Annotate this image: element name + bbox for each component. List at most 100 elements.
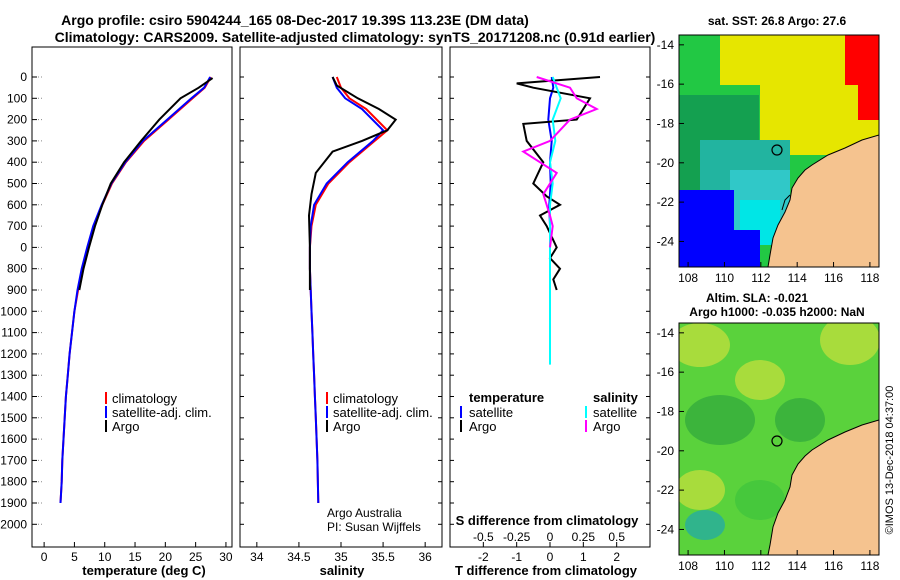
depth-tick-label: 700 xyxy=(7,219,27,233)
sla-map-title1: Altim. SLA: -0.021 xyxy=(706,291,808,305)
longitude-tick-label: 108 xyxy=(678,559,698,573)
sla-map-frame xyxy=(678,322,880,556)
salinity-tick-label: 34.5 xyxy=(287,550,311,564)
longitude-tick-label: 108 xyxy=(678,271,698,285)
depth-tick-label: 800 xyxy=(7,262,27,276)
difference-depth-ticks xyxy=(450,76,650,525)
salinity-tick-label: 35 xyxy=(334,550,348,564)
sla-field xyxy=(679,323,879,555)
longitude-tick-label: 116 xyxy=(824,271,843,285)
salinity-axis: 34 34.5 35 35.5 36 xyxy=(250,542,432,564)
longitude-tick-label: 110 xyxy=(715,271,734,285)
legend-salinity-title: salinity xyxy=(593,390,639,405)
difference-legend: temperature satellite Argo salinity sate… xyxy=(460,390,639,434)
depth-tick-label: 1600 xyxy=(0,432,27,446)
latitude-tick-label: -22 xyxy=(657,483,675,497)
legend-temperature-title: temperature xyxy=(469,390,544,405)
t-difference-tick-label: -1 xyxy=(511,550,522,564)
legend-t-satellite-label: satellite xyxy=(469,405,513,420)
t-difference-tick-label: 1 xyxy=(580,550,587,564)
legend-satellite-label: satellite-adj. clim. xyxy=(112,405,212,420)
longitude-tick-label: 112 xyxy=(751,271,770,285)
sst-map-axes: 108 110 112 114 116 118 -14 -16 -18 -20 -22 -24 xyxy=(657,38,880,285)
depth-tick-label: 1900 xyxy=(0,496,27,510)
latitude-tick-label: -22 xyxy=(657,195,675,209)
series-line-s-argo xyxy=(521,76,600,248)
s-difference-tick-label: 0 xyxy=(547,530,554,544)
legend-climatology-label: climatology xyxy=(333,391,399,406)
australia-land xyxy=(767,419,879,555)
longitude-tick-label: 118 xyxy=(860,559,879,573)
sst-map-title: sat. SST: 26.8 Argo: 27.6 xyxy=(708,14,847,28)
t-difference-axis: -2 -1 0 1 2 xyxy=(478,542,620,564)
legend-argo-label: Argo xyxy=(333,419,360,434)
temperature-tick-label: 20 xyxy=(159,550,173,564)
legend-satellite-label: satellite-adj. clim. xyxy=(333,405,433,420)
longitude-tick-label: 114 xyxy=(788,271,807,285)
t-difference-tick-label: 2 xyxy=(613,550,620,564)
temperature-plot-frame xyxy=(31,46,233,548)
salinity-depth-ticks xyxy=(240,76,442,525)
temperature-tick-label: 30 xyxy=(219,550,233,564)
latitude-tick-label: -18 xyxy=(657,116,675,130)
salinity-tick-label: 34 xyxy=(250,550,264,564)
difference-series xyxy=(516,76,601,365)
legend-argo-label: Argo xyxy=(112,419,139,434)
temperature-axis: 0 5 10 15 20 25 30 xyxy=(41,542,233,564)
s-difference-axis: -0.5 -0.25 0 0.25 0.5 xyxy=(473,530,625,544)
depth-tick-label: 400 xyxy=(7,155,27,169)
longitude-tick-label: 112 xyxy=(751,559,770,573)
depth-tick-label: 1100 xyxy=(1,326,27,340)
depth-tick-label: 600 xyxy=(7,198,27,212)
legend-s-satellite-label: satellite xyxy=(593,405,637,420)
credit-pi-name: PI: Susan Wijffels xyxy=(327,520,421,534)
argo-location-marker xyxy=(771,144,783,156)
longitude-tick-label: 118 xyxy=(860,271,879,285)
figure-title-line2: Climatology: CARS2009. Satellite-adjuste… xyxy=(55,29,656,45)
depth-tick-label: 1000 xyxy=(0,304,27,318)
latitude-tick-label: -14 xyxy=(657,326,675,340)
depth-tick-label: 0 xyxy=(20,240,27,254)
s-difference-tick-label: 0.25 xyxy=(572,530,596,544)
latitude-tick-label: -14 xyxy=(657,38,675,52)
imos-credit: ©IMOS 13-Dec-2018 04:37:00 xyxy=(884,386,896,535)
longitude-tick-label: 110 xyxy=(715,559,734,573)
salinity-panel: 34 34.5 35 35.5 36 salinity climatology sate… xyxy=(239,46,443,578)
salinity-plot-frame xyxy=(239,46,443,548)
series-line-climatology xyxy=(59,76,212,504)
depth-tick-label: 1200 xyxy=(0,347,27,361)
s-difference-tick-label: -0.5 xyxy=(473,530,494,544)
series-line-s-satellite xyxy=(548,76,562,365)
sst-map: sat. SST: 26.8 Argo: 27.6 108 110 112 114 11… xyxy=(657,14,880,285)
t-difference-axis-label: T difference from climatology xyxy=(455,563,638,578)
latitude-tick-label: -20 xyxy=(657,156,675,170)
series-line-satellite-adj-clim- xyxy=(59,76,212,504)
latitude-tick-label: -18 xyxy=(657,404,675,418)
t-difference-tick-label: 0 xyxy=(547,550,554,564)
latitude-tick-label: -24 xyxy=(657,234,675,248)
depth-tick-label: 2000 xyxy=(0,517,27,531)
depth-tick-label: 900 xyxy=(7,283,27,297)
credit-argo-australia: Argo Australia xyxy=(327,506,402,520)
depth-tick-label: 500 xyxy=(7,177,27,191)
legend-t-argo-label: Argo xyxy=(469,419,496,434)
t-difference-tick-label: -2 xyxy=(478,550,489,564)
sst-map-frame xyxy=(678,34,880,268)
s-difference-axis-label: S difference from climatology xyxy=(456,513,640,528)
s-difference-tick-label: 0.5 xyxy=(608,530,625,544)
temperature-tick-label: 5 xyxy=(71,550,78,564)
temperature-tick-label: 10 xyxy=(98,550,112,564)
s-difference-tick-label: -0.25 xyxy=(503,530,531,544)
depth-axis: 0 100 200 300 400 500 600 700 0 800 900 1000 1100 120… xyxy=(0,70,42,531)
salinity-axis-label: salinity xyxy=(320,563,366,578)
latitude-tick-label: -24 xyxy=(657,522,675,536)
temperature-legend: climatology satellite-adj. clim. Argo xyxy=(105,391,212,434)
series-line-satellite-adj-clim- xyxy=(308,76,385,504)
depth-tick-label: 100 xyxy=(7,91,27,105)
depth-tick-label: 200 xyxy=(7,113,27,127)
longitude-tick-label: 114 xyxy=(788,559,807,573)
series-line-argo xyxy=(78,77,214,291)
legend-s-argo-label: Argo xyxy=(593,419,620,434)
longitude-tick-label: 116 xyxy=(824,559,843,573)
